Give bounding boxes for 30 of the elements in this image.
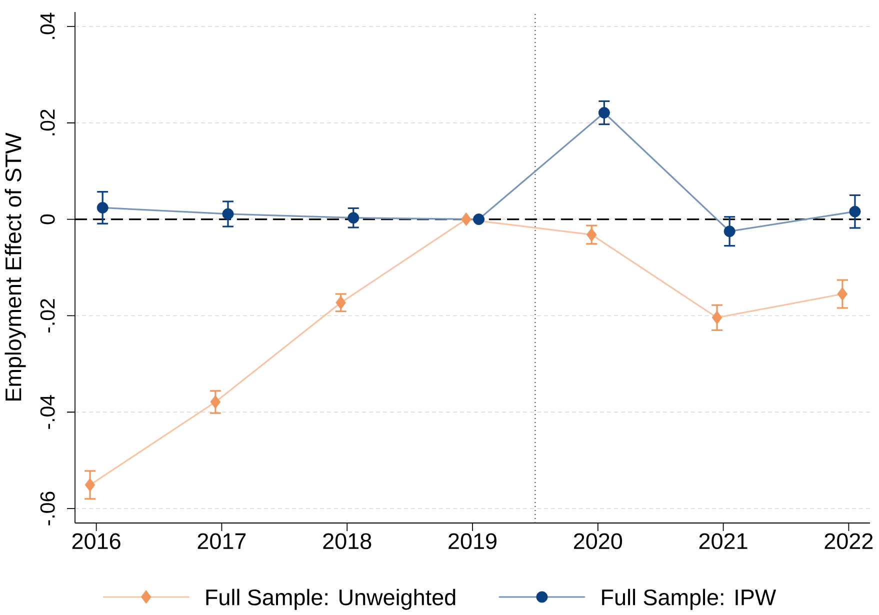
x-tick-label: 2017 (198, 533, 246, 550)
legend-label: Full Sample: Unweighted (206, 588, 456, 610)
point (84, 478, 96, 492)
x-tick-label: 2018 (323, 533, 372, 550)
x-tick-label: 2020 (574, 533, 622, 550)
legend-label: Full Sample: IPW (602, 588, 776, 610)
x-tick-label: 2016 (72, 533, 120, 550)
x-tick-label: 2019 (448, 533, 496, 550)
y-tick-label: .02 (40, 110, 55, 136)
point (724, 226, 736, 238)
point (210, 395, 221, 409)
y-axis-title: Employment Effect of STW (4, 132, 26, 400)
point (837, 287, 848, 301)
point (461, 212, 472, 226)
y-tick-label: -.02 (40, 299, 55, 332)
y-tick-label: -.04 (40, 395, 55, 429)
point (712, 310, 722, 324)
point (348, 212, 360, 224)
point (849, 206, 861, 218)
point (473, 214, 485, 226)
point (222, 208, 234, 220)
x-tick-label: 2022 (824, 533, 873, 550)
x-tick-label: 2021 (699, 533, 748, 550)
y-tick-label: 0 (40, 214, 55, 224)
point (598, 106, 610, 118)
point (586, 228, 597, 242)
y-tick-label: .04 (40, 12, 55, 39)
point (336, 296, 346, 310)
y-tick-label: -.06 (40, 492, 55, 526)
point (96, 202, 108, 214)
